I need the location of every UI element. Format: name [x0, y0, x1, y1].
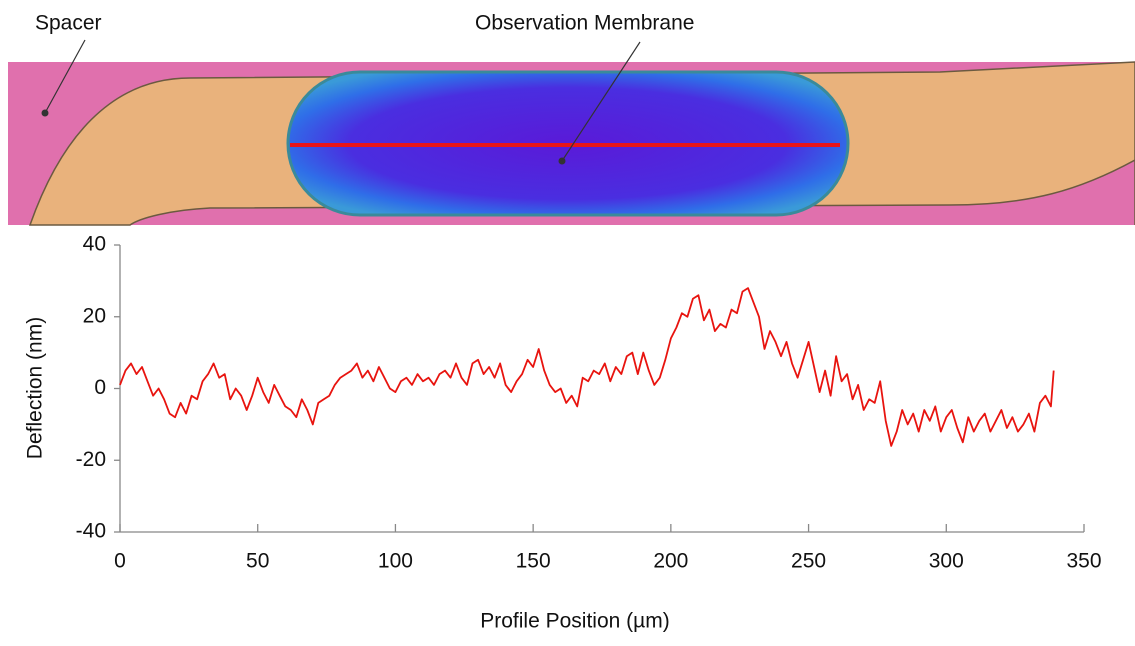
x-tick-label: 0: [114, 550, 126, 573]
y-tick-label: 0: [94, 376, 106, 399]
annotation: Spacer: [35, 12, 102, 35]
y-axis-label: Deflection (nm): [24, 317, 47, 459]
x-tick-label: 350: [1066, 550, 1101, 573]
data-line: [119, 287, 1055, 447]
x-tick-label: 200: [653, 550, 688, 573]
y-tick-label: -20: [76, 448, 106, 471]
micrograph: [8, 39, 1135, 226]
x-tick-label: 300: [929, 550, 964, 573]
annotation: Observation Membrane: [475, 12, 694, 35]
y-tick-label: 40: [83, 233, 106, 256]
x-tick-label: 250: [791, 550, 826, 573]
x-tick-label: 50: [246, 550, 269, 573]
x-tick-label: 100: [378, 550, 413, 573]
x-axis-label: Profile Position (µm): [480, 610, 669, 633]
y-tick-label: -40: [76, 520, 106, 543]
y-tick-label: 20: [83, 304, 106, 327]
x-tick-label: 150: [516, 550, 551, 573]
